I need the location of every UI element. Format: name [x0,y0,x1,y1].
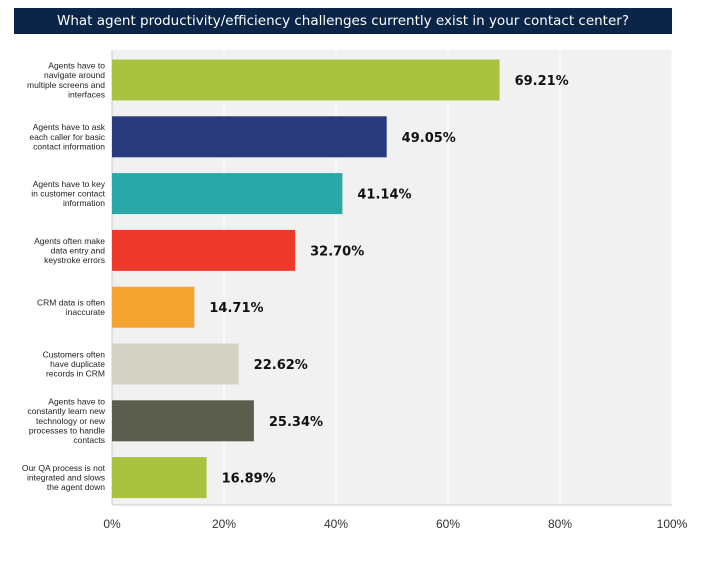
category-label: records in CRM [46,369,105,379]
category-label: technology or new [36,416,106,426]
category-label: each caller for basic [29,132,105,142]
category-label: data entry and [51,245,106,255]
value-label: 49.05% [402,131,456,146]
x-tick-label: 80% [548,517,572,531]
category-label: navigate around [44,70,105,80]
category-label: Agents often make [34,236,105,246]
value-label: 32.70% [310,244,364,259]
category-label: interfaces [68,89,105,99]
bar [112,229,296,271]
category-label: CRM data is often [37,297,105,307]
bar [112,343,239,385]
x-tick-label: 100% [657,517,688,531]
value-label: 14.71% [209,301,263,316]
x-tick-label: 0% [103,517,121,531]
bar [112,286,195,328]
category-label: Agents have to ask [33,122,106,132]
value-label: 25.34% [269,415,323,430]
x-tick-label: 60% [436,517,460,531]
value-label: 16.89% [222,472,276,487]
bar [112,457,207,499]
category-label: have duplicate [50,359,105,369]
category-label: constantly learn new [28,406,106,416]
category-label: Agents have to [48,397,105,407]
x-tick-label: 40% [324,517,348,531]
category-label: Agents have to key [33,179,106,189]
category-label: processes to handle [29,425,105,435]
x-tick-label: 20% [212,517,236,531]
category-label: multiple screens and [27,80,105,90]
category-label: Agents have to [48,61,105,71]
value-label: 69.21% [515,74,569,89]
value-label: 41.14% [357,188,411,203]
chart-title: What agent productivity/efficiency chall… [14,8,672,34]
bar [112,116,387,158]
bar [112,173,343,215]
category-label: Our QA process is not [22,463,106,473]
category-label: Customers often [43,349,106,359]
category-label: information [63,198,105,208]
category-label: inaccurate [66,307,105,317]
bar [112,59,500,101]
value-label: 22.62% [254,358,308,373]
bar [112,400,254,442]
category-label: keystroke errors [44,255,105,265]
category-label: the agent down [47,482,105,492]
category-label: integrated and slows [27,473,105,483]
category-label: contact information [33,141,105,151]
category-label: contacts [73,435,105,445]
category-label: in customer contact [31,189,105,199]
